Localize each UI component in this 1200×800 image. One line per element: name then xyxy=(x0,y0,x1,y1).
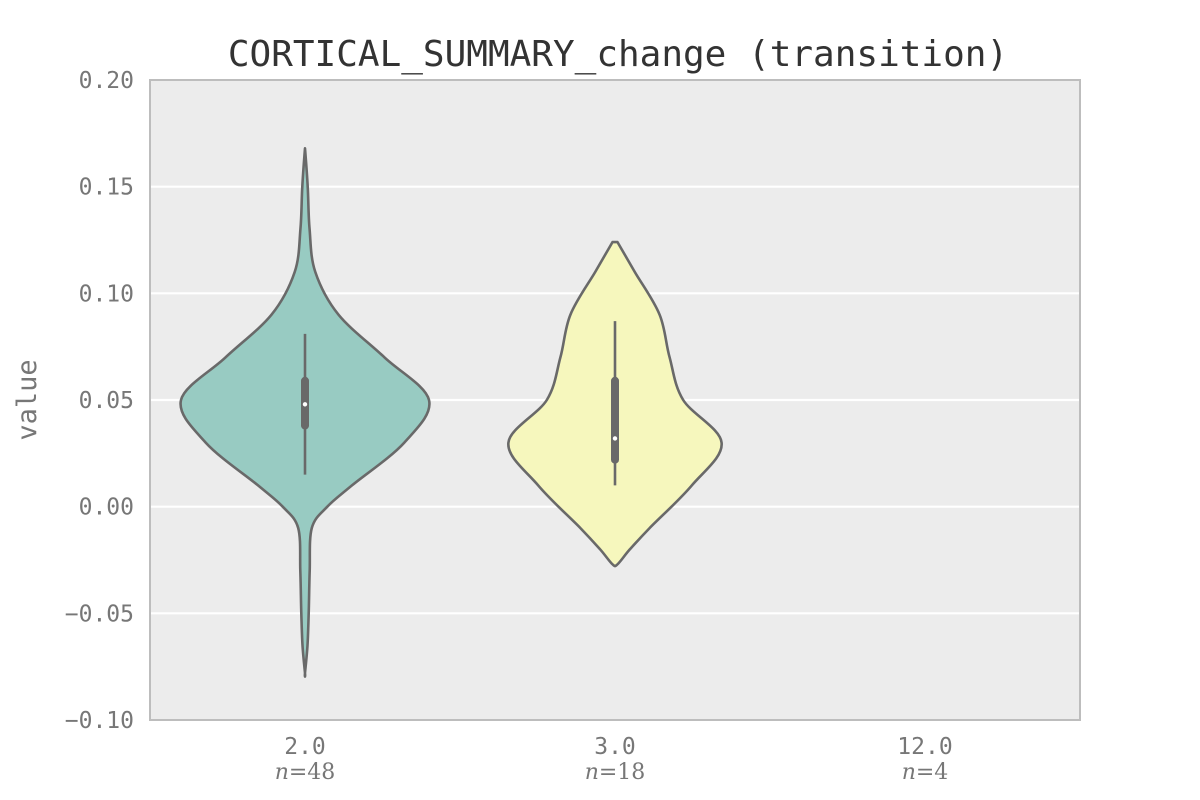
n-label: n=4 xyxy=(902,760,949,785)
y-tick-label: 0.10 xyxy=(79,281,134,307)
y-tick-label: 0.00 xyxy=(79,495,134,521)
violin-median xyxy=(302,402,308,407)
n-label: n=48 xyxy=(275,760,336,785)
plot-frame xyxy=(149,79,1081,721)
violins xyxy=(179,147,723,678)
y-tick-label: 0.15 xyxy=(79,175,134,201)
n-label: n=18 xyxy=(585,760,646,785)
y-tick-label: 0.05 xyxy=(79,388,134,414)
x-axis-ticks: 2.0n=48 3.0n=18 12.0n=4 xyxy=(275,734,953,785)
y-tick-label: −0.10 xyxy=(65,708,134,734)
y-tick-label: 0.20 xyxy=(79,68,134,94)
x-tick-label: 2.0 xyxy=(284,734,326,760)
violin-2.0 xyxy=(179,147,431,678)
chart-title: CORTICAL_SUMMARY_change (transition) xyxy=(228,34,1008,75)
y-tick-label: −0.05 xyxy=(65,601,134,627)
violin-median xyxy=(612,436,618,441)
x-tick-label: 12.0 xyxy=(897,734,952,760)
y-axis-label: value xyxy=(12,359,43,440)
violin-3.0 xyxy=(507,240,723,568)
y-axis-ticks: 0.20 0.15 0.10 0.05 0.00 −0.05 −0.10 xyxy=(65,68,134,734)
x-tick-label: 3.0 xyxy=(594,734,636,760)
